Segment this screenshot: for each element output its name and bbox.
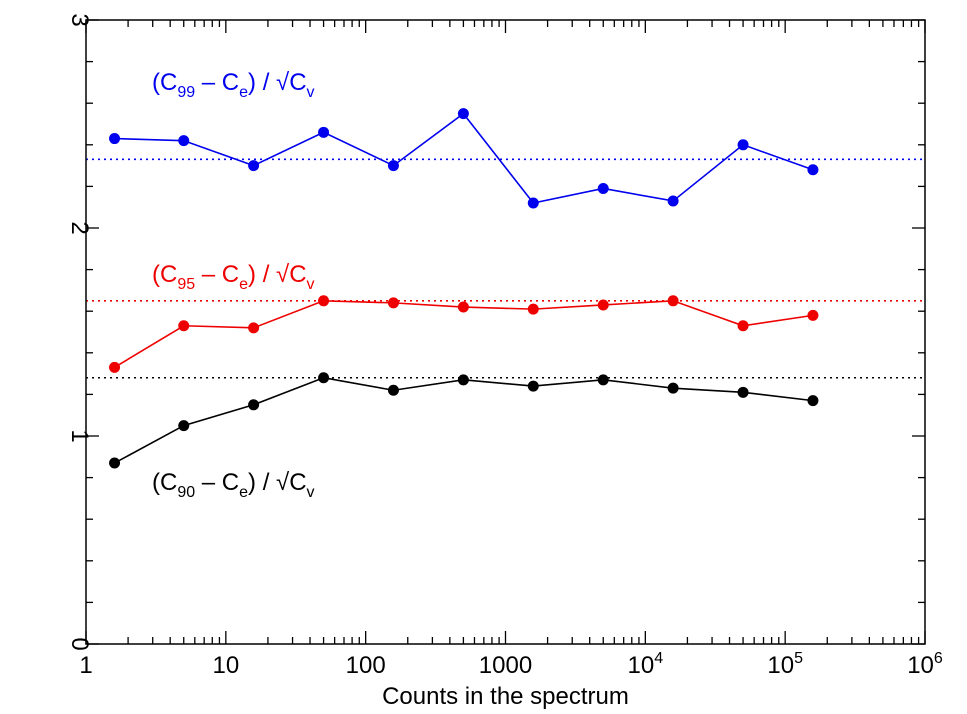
data-point [597, 374, 609, 386]
series-label: (C99 – Ce) / √Cv [152, 69, 315, 101]
data-point [807, 164, 819, 176]
data-point [109, 457, 121, 469]
x-tick-label: 1000 [479, 652, 532, 679]
data-point [457, 108, 469, 120]
x-tick-label: 100 [346, 652, 386, 679]
data-point [457, 374, 469, 386]
data-point [597, 182, 609, 194]
series-annotations: (C99 – Ce) / √Cv (C95 – Ce) / √Cv (C90 – C… [152, 69, 315, 501]
data-point [667, 295, 679, 307]
plot-frame [85, 19, 926, 645]
data-point [527, 303, 539, 315]
reference-lines [86, 158, 925, 379]
data-point [178, 135, 190, 147]
data-point [178, 320, 190, 332]
axis-ticks [85, 19, 926, 645]
data-point [109, 133, 121, 145]
data-point [457, 301, 469, 313]
data-point [807, 309, 819, 321]
data-point [387, 384, 399, 396]
data-point [667, 382, 679, 394]
x-tick-label: 105 [767, 650, 803, 679]
data-point [318, 295, 330, 307]
data-point [737, 320, 749, 332]
x-tick-label: 10 [212, 652, 239, 679]
x-tick-label: 1 [79, 652, 92, 679]
series-line [114, 376, 814, 464]
y-tick-label: 2 [66, 221, 93, 234]
series-lines [114, 112, 814, 464]
data-point [527, 380, 539, 392]
series-label: (C90 – Ce) / √Cv [152, 469, 315, 501]
data-point [387, 160, 399, 172]
data-point [527, 197, 539, 209]
data-point [248, 399, 260, 411]
data-point [109, 361, 121, 373]
series-line [114, 112, 814, 204]
y-tick-label: 1 [66, 429, 93, 442]
x-axis-title: Counts in the spectrum [382, 683, 629, 710]
data-point [597, 299, 609, 311]
x-tick-label: 104 [628, 650, 664, 679]
data-point [807, 395, 819, 407]
x-tick-label: 106 [907, 650, 943, 679]
series-label: (C95 – Ce) / √Cv [152, 261, 315, 293]
data-point [248, 322, 260, 334]
series-points [109, 108, 819, 469]
data-point [667, 195, 679, 207]
data-point [318, 126, 330, 138]
data-point [737, 386, 749, 398]
data-point [178, 420, 190, 432]
data-point [737, 139, 749, 151]
data-point [248, 160, 260, 172]
data-point [387, 297, 399, 309]
data-point [318, 372, 330, 384]
